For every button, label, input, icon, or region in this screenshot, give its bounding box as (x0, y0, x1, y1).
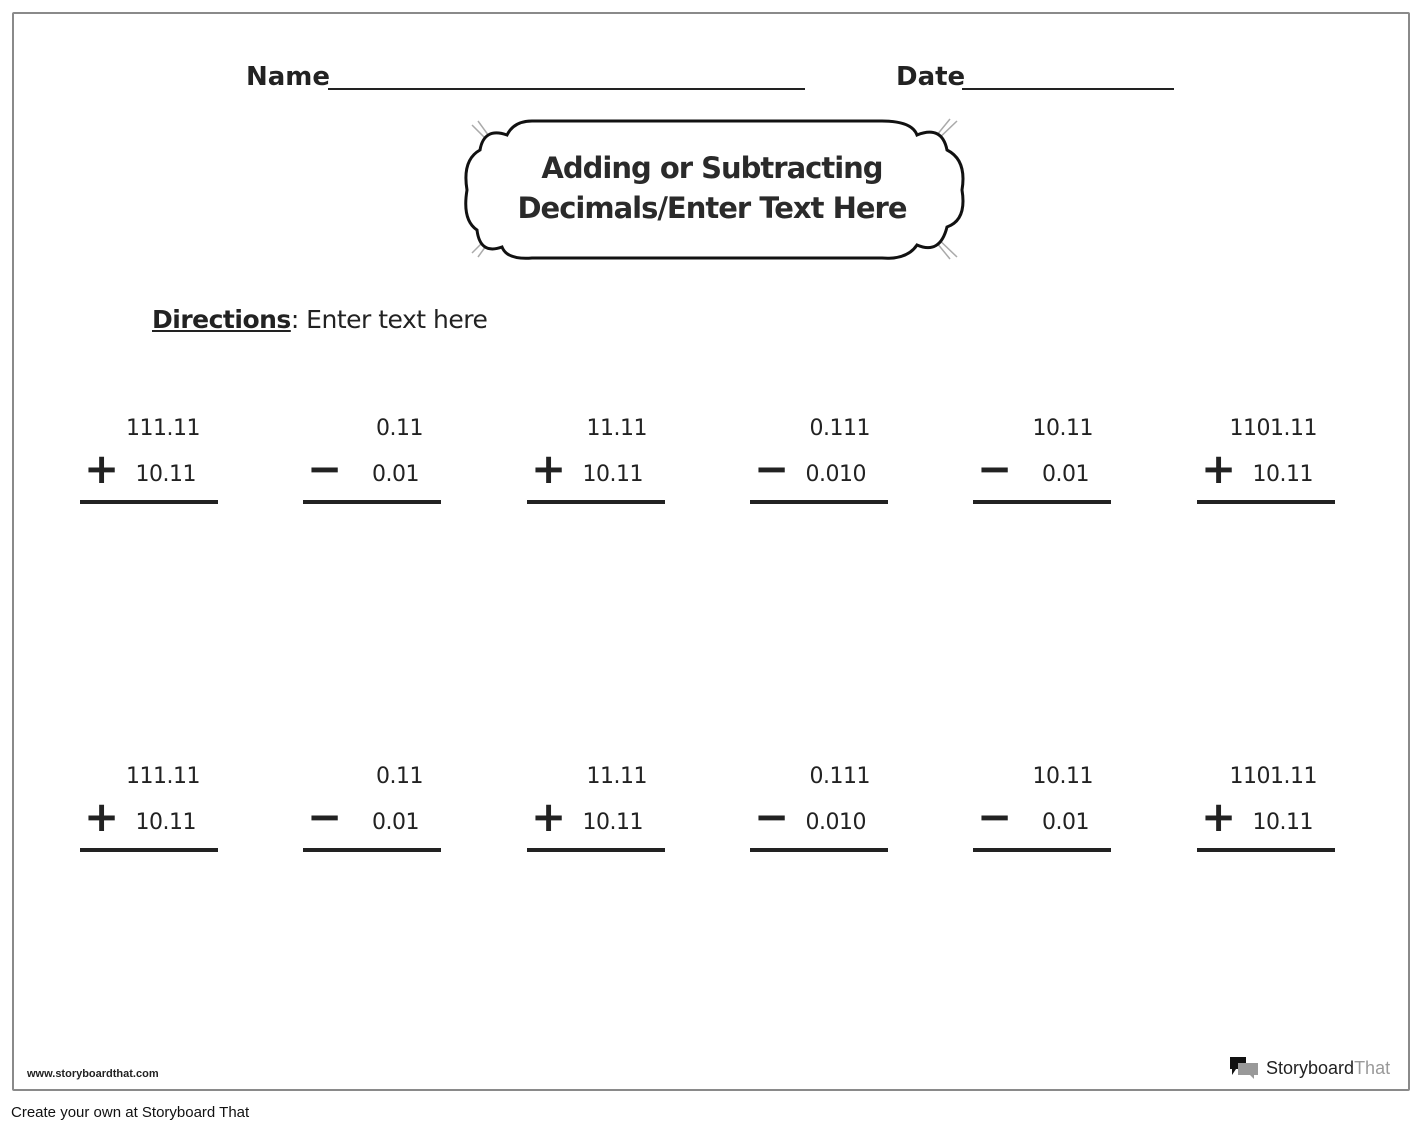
minus-sign: − (754, 444, 790, 493)
directions-text: : Enter text here (290, 305, 488, 334)
top-number: 111.11 (126, 764, 200, 789)
directions: Directions: Enter text here (152, 305, 488, 334)
problem: 1101.11 + 10.11 (1197, 416, 1335, 506)
answer-line (80, 848, 218, 852)
answer-line (973, 848, 1111, 852)
storyboardthat-logo: StoryboardThat (1228, 1055, 1390, 1081)
bottom-number: 10.11 (1252, 810, 1314, 835)
problem: 0.11 − 0.01 (303, 764, 441, 854)
minus-sign: − (977, 444, 1013, 493)
answer-line (80, 500, 218, 504)
site-url[interactable]: www.storyboardthat.com (27, 1068, 159, 1080)
problem: 0.11 − 0.01 (303, 416, 441, 506)
bottom-number: 0.010 (805, 462, 867, 487)
top-number: 10.11 (1032, 416, 1094, 441)
problem: 11.11 + 10.11 (527, 416, 665, 506)
top-number: 0.11 (376, 764, 423, 789)
answer-line (527, 848, 665, 852)
directions-label: Directions (152, 305, 291, 334)
name-line (328, 88, 805, 90)
answer-line (303, 848, 441, 852)
bottom-number: 10.11 (135, 462, 197, 487)
cloud-banner (464, 118, 965, 260)
speech-bubbles-icon (1230, 1057, 1258, 1079)
answer-line (750, 500, 888, 504)
minus-sign: − (307, 792, 343, 841)
top-number: 0.111 (809, 764, 871, 789)
problem: 1101.11 + 10.11 (1197, 764, 1335, 854)
top-number: 1101.11 (1229, 416, 1318, 441)
title-line-2: Decimals/Enter Text Here (517, 191, 907, 225)
top-number: 0.11 (376, 416, 423, 441)
date-line (962, 88, 1174, 90)
plus-sign: + (1201, 444, 1237, 493)
minus-sign: − (977, 792, 1013, 841)
problem: 111.11 + 10.11 (80, 416, 218, 506)
title-line-1: Adding or Subtracting (541, 151, 883, 185)
date-label: Date (896, 62, 966, 92)
answer-line (527, 500, 665, 504)
bottom-number: 0.01 (372, 462, 419, 487)
name-label: Name (246, 62, 331, 92)
bottom-number: 10.11 (135, 810, 197, 835)
answer-line (303, 500, 441, 504)
problem: 0.111 − 0.010 (750, 764, 888, 854)
bottom-number: 10.11 (582, 810, 644, 835)
worksheet-title: Adding or Subtracting Decimals/Enter Tex… (462, 148, 962, 228)
top-number: 10.11 (1032, 764, 1094, 789)
top-number: 11.11 (586, 764, 648, 789)
top-number: 11.11 (586, 416, 648, 441)
answer-line (750, 848, 888, 852)
plus-sign: + (531, 444, 567, 493)
brand-that: That (1354, 1057, 1391, 1078)
top-number: 1101.11 (1229, 764, 1318, 789)
answer-line (1197, 500, 1335, 504)
plus-sign: + (84, 444, 120, 493)
bottom-number: 0.01 (1042, 462, 1089, 487)
problem: 11.11 + 10.11 (527, 764, 665, 854)
bottom-number: 0.01 (1042, 810, 1089, 835)
plus-sign: + (531, 792, 567, 841)
minus-sign: − (754, 792, 790, 841)
create-your-own-link[interactable]: Create your own at Storyboard That (11, 1104, 250, 1121)
worksheet-frame (12, 12, 1410, 1091)
answer-line (1197, 848, 1335, 852)
plus-sign: + (1201, 792, 1237, 841)
problem: 10.11 − 0.01 (973, 416, 1111, 506)
problem: 111.11 + 10.11 (80, 764, 218, 854)
plus-sign: + (84, 792, 120, 841)
top-number: 111.11 (126, 416, 200, 441)
bottom-number: 0.010 (805, 810, 867, 835)
answer-line (973, 500, 1111, 504)
bottom-number: 0.01 (372, 810, 419, 835)
minus-sign: − (307, 444, 343, 493)
bottom-number: 10.11 (582, 462, 644, 487)
brand-storyboard: Storyboard (1266, 1057, 1355, 1078)
problem: 10.11 − 0.01 (973, 764, 1111, 854)
top-number: 0.111 (809, 416, 871, 441)
bottom-number: 10.11 (1252, 462, 1314, 487)
problem: 0.111 − 0.010 (750, 416, 888, 506)
